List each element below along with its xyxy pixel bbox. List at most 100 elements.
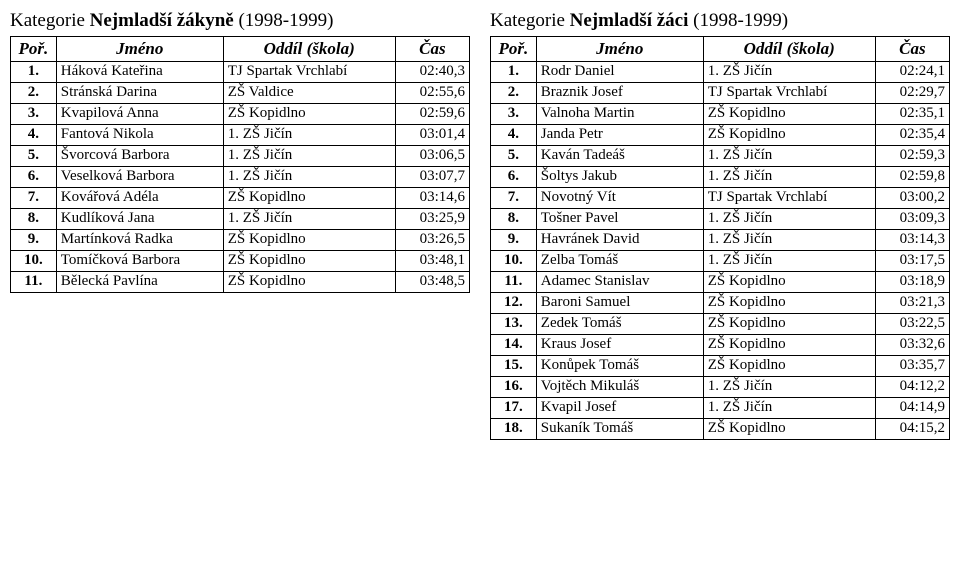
left-table: Poř. Jméno Oddíl (škola) Čas 1.Háková Ka… [10, 36, 470, 293]
cell-name: Sukaník Tomáš [536, 419, 703, 440]
cell-rank: 10. [11, 251, 57, 272]
table-row: 3.Kvapilová AnnaZŠ Kopidlno02:59,6 [11, 104, 470, 125]
cell-club: ZŠ Kopidlno [223, 188, 395, 209]
cell-name: Novotný Vít [536, 188, 703, 209]
cell-rank: 17. [491, 398, 537, 419]
cell-club: ZŠ Kopidlno [703, 356, 875, 377]
cell-name: Baroni Samuel [536, 293, 703, 314]
cell-rank: 7. [11, 188, 57, 209]
cell-club: ZŠ Kopidlno [703, 125, 875, 146]
cell-time: 03:06,5 [395, 146, 469, 167]
cell-name: Kovářová Adéla [56, 188, 223, 209]
table-row: 7.Kovářová AdélaZŠ Kopidlno03:14,6 [11, 188, 470, 209]
left-column: Kategorie Nejmladší žákyně (1998-1999) P… [10, 10, 470, 440]
cell-club: ZŠ Kopidlno [223, 251, 395, 272]
cell-club: TJ Spartak Vrchlabí [223, 62, 395, 83]
table-row: 9.Martínková RadkaZŠ Kopidlno03:26,5 [11, 230, 470, 251]
cell-name: Braznik Josef [536, 83, 703, 104]
left-header-club: Oddíl (škola) [223, 37, 395, 62]
right-title: Kategorie Nejmladší žáci (1998-1999) [490, 10, 950, 32]
cell-club: 1. ZŠ Jičín [703, 167, 875, 188]
table-row: 16.Vojtěch Mikuláš1. ZŠ Jičín04:12,2 [491, 377, 950, 398]
right-title-bold: Nejmladší žáci [570, 10, 689, 31]
table-row: 8.Kudlíková Jana1. ZŠ Jičín03:25,9 [11, 209, 470, 230]
table-row: 6.Šoltys Jakub1. ZŠ Jičín02:59,8 [491, 167, 950, 188]
cell-time: 03:32,6 [875, 335, 949, 356]
table-row: 18.Sukaník TomášZŠ Kopidlno04:15,2 [491, 419, 950, 440]
cell-time: 02:40,3 [395, 62, 469, 83]
cell-club: 1. ZŠ Jičín [703, 251, 875, 272]
cell-club: ZŠ Kopidlno [223, 272, 395, 293]
cell-rank: 8. [491, 209, 537, 230]
cell-rank: 9. [491, 230, 537, 251]
cell-name: Háková Kateřina [56, 62, 223, 83]
cell-name: Šoltys Jakub [536, 167, 703, 188]
cell-rank: 2. [11, 83, 57, 104]
table-row: 1.Háková KateřinaTJ Spartak Vrchlabí02:4… [11, 62, 470, 83]
cell-time: 02:24,1 [875, 62, 949, 83]
table-row: 10.Tomíčková BarboraZŠ Kopidlno03:48,1 [11, 251, 470, 272]
right-header-row: Poř. Jméno Oddíl (škola) Čas [491, 37, 950, 62]
cell-time: 02:35,4 [875, 125, 949, 146]
cell-time: 03:22,5 [875, 314, 949, 335]
right-column: Kategorie Nejmladší žáci (1998-1999) Poř… [490, 10, 950, 440]
cell-time: 02:59,3 [875, 146, 949, 167]
table-row: 4.Fantová Nikola1. ZŠ Jičín03:01,4 [11, 125, 470, 146]
cell-name: Vojtěch Mikuláš [536, 377, 703, 398]
cell-rank: 7. [491, 188, 537, 209]
cell-club: ZŠ Kopidlno [223, 230, 395, 251]
cell-club: ZŠ Kopidlno [703, 104, 875, 125]
table-row: 5.Švorcová Barbora1. ZŠ Jičín03:06,5 [11, 146, 470, 167]
cell-time: 03:07,7 [395, 167, 469, 188]
cell-time: 03:17,5 [875, 251, 949, 272]
cell-club: 1. ZŠ Jičín [703, 377, 875, 398]
cell-time: 03:00,2 [875, 188, 949, 209]
cell-club: 1. ZŠ Jičín [703, 398, 875, 419]
cell-name: Valnoha Martin [536, 104, 703, 125]
cell-name: Kaván Tadeáš [536, 146, 703, 167]
cell-club: 1. ZŠ Jičín [223, 209, 395, 230]
left-header-time: Čas [395, 37, 469, 62]
table-row: 14.Kraus JosefZŠ Kopidlno03:32,6 [491, 335, 950, 356]
cell-club: 1. ZŠ Jičín [223, 125, 395, 146]
cell-name: Zelba Tomáš [536, 251, 703, 272]
cell-time: 03:21,3 [875, 293, 949, 314]
table-row: 5.Kaván Tadeáš1. ZŠ Jičín02:59,3 [491, 146, 950, 167]
cell-name: Veselková Barbora [56, 167, 223, 188]
cell-time: 02:35,1 [875, 104, 949, 125]
cell-club: 1. ZŠ Jičín [703, 230, 875, 251]
table-row: 4.Janda PetrZŠ Kopidlno02:35,4 [491, 125, 950, 146]
cell-rank: 6. [11, 167, 57, 188]
cell-club: 1. ZŠ Jičín [223, 146, 395, 167]
cell-time: 04:12,2 [875, 377, 949, 398]
cell-name: Tomíčková Barbora [56, 251, 223, 272]
cell-name: Havránek David [536, 230, 703, 251]
table-row: 11.Bělecká PavlínaZŠ Kopidlno03:48,5 [11, 272, 470, 293]
table-row: 3.Valnoha MartinZŠ Kopidlno02:35,1 [491, 104, 950, 125]
cell-name: Konůpek Tomáš [536, 356, 703, 377]
cell-club: ZŠ Kopidlno [703, 314, 875, 335]
cell-club: ZŠ Kopidlno [703, 272, 875, 293]
cell-name: Janda Petr [536, 125, 703, 146]
right-header-club: Oddíl (škola) [703, 37, 875, 62]
cell-rank: 13. [491, 314, 537, 335]
cell-time: 02:55,6 [395, 83, 469, 104]
cell-name: Bělecká Pavlína [56, 272, 223, 293]
cell-rank: 6. [491, 167, 537, 188]
left-header-row: Poř. Jméno Oddíl (škola) Čas [11, 37, 470, 62]
table-row: 2.Braznik JosefTJ Spartak Vrchlabí02:29,… [491, 83, 950, 104]
table-row: 2.Stránská DarinaZŠ Valdice02:55,6 [11, 83, 470, 104]
cell-club: TJ Spartak Vrchlabí [703, 188, 875, 209]
right-header-name: Jméno [536, 37, 703, 62]
cell-club: ZŠ Kopidlno [223, 104, 395, 125]
cell-rank: 8. [11, 209, 57, 230]
cell-name: Kudlíková Jana [56, 209, 223, 230]
cell-time: 02:29,7 [875, 83, 949, 104]
cell-rank: 18. [491, 419, 537, 440]
left-title-prefix: Kategorie [10, 10, 90, 31]
right-tbody: 1.Rodr Daniel1. ZŠ Jičín02:24,12.Braznik… [491, 62, 950, 440]
cell-time: 04:15,2 [875, 419, 949, 440]
right-header-time: Čas [875, 37, 949, 62]
cell-rank: 16. [491, 377, 537, 398]
cell-time: 02:59,6 [395, 104, 469, 125]
